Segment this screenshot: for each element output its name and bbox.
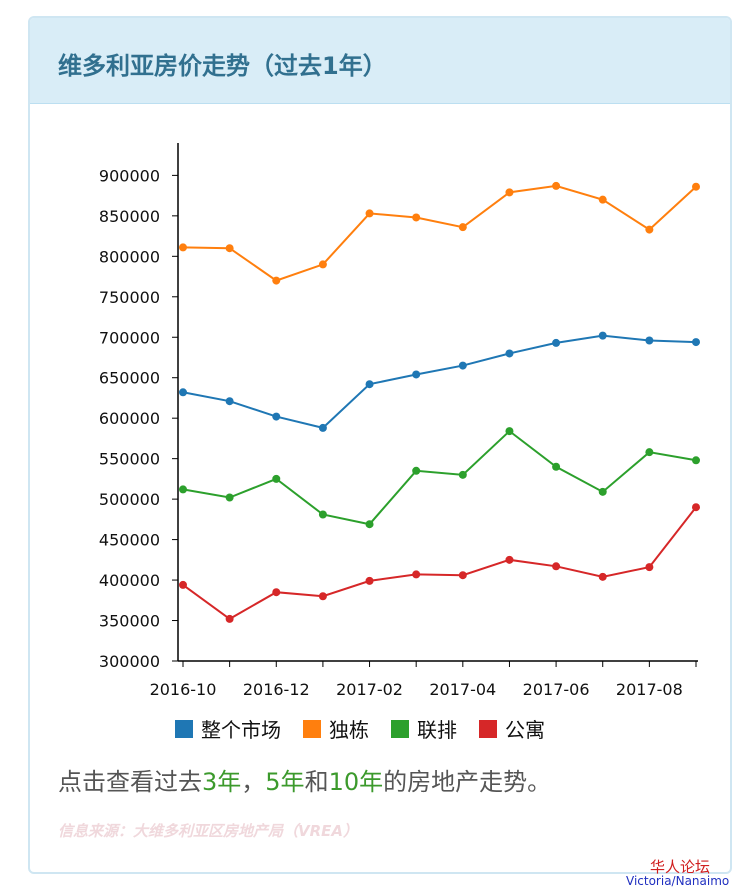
x-tick-label: 2017-04 xyxy=(429,680,496,699)
data-point xyxy=(412,213,421,222)
data-point xyxy=(598,195,607,204)
y-tick-label: 400000 xyxy=(99,571,160,590)
y-tick-label: 700000 xyxy=(99,328,160,347)
legend-swatch xyxy=(391,720,409,738)
y-tick-label: 800000 xyxy=(99,247,160,266)
data-point xyxy=(412,570,421,579)
data-point xyxy=(318,260,327,269)
y-tick-label: 450000 xyxy=(99,531,160,550)
data-point xyxy=(318,510,327,519)
data-point xyxy=(692,503,700,512)
data-point xyxy=(598,572,607,581)
series-line xyxy=(182,334,697,429)
source: 信息来源：大维多利亚区房地产局（VREA） xyxy=(58,822,359,840)
data-point xyxy=(552,562,561,571)
series-line xyxy=(182,184,697,282)
data-point xyxy=(645,448,654,457)
period-link[interactable]: 10年 xyxy=(328,768,384,796)
data-point xyxy=(225,397,234,406)
data-point xyxy=(318,423,327,432)
series-line xyxy=(182,429,697,526)
data-point xyxy=(505,427,514,436)
legend-swatch xyxy=(175,720,193,738)
data-point xyxy=(179,243,187,252)
legend-swatch xyxy=(303,720,321,738)
note-text: 的房地产走势。 xyxy=(383,768,552,796)
x-tick-label: 2016-12 xyxy=(243,680,310,699)
data-point xyxy=(179,485,187,494)
x-tick-label: 2017-02 xyxy=(336,680,403,699)
data-point xyxy=(552,181,561,190)
data-point xyxy=(412,466,421,475)
y-tick-label: 300000 xyxy=(99,652,160,671)
card-header: 维多利亚房价走势（过去1年） xyxy=(30,18,730,104)
period-link[interactable]: 5年 xyxy=(265,768,305,796)
data-point xyxy=(598,487,607,496)
data-point xyxy=(458,571,467,580)
legend-swatch xyxy=(479,720,497,738)
data-point xyxy=(412,370,421,379)
data-point xyxy=(598,331,607,340)
legend-label: 整个市场 xyxy=(201,718,281,742)
watermark: Victoria/Nanaimo xyxy=(626,874,730,888)
data-point xyxy=(552,462,561,471)
period-link[interactable]: 3年 xyxy=(202,768,242,796)
data-point xyxy=(692,338,700,347)
y-tick-label: 850000 xyxy=(99,207,160,226)
data-point xyxy=(272,412,281,421)
data-point xyxy=(505,349,514,358)
chart-title: 维多利亚房价走势（过去1年） xyxy=(58,52,387,80)
y-tick-label: 900000 xyxy=(99,166,160,185)
data-point xyxy=(365,380,374,389)
note-text: 点击查看过去 xyxy=(58,768,202,796)
data-point xyxy=(225,493,234,502)
data-point xyxy=(505,555,514,564)
y-tick-label: 750000 xyxy=(99,288,160,307)
x-tick-label: 2017-06 xyxy=(523,680,590,699)
data-point xyxy=(179,580,187,589)
data-point xyxy=(505,188,514,197)
data-point xyxy=(225,244,234,253)
data-point xyxy=(458,223,467,232)
legend-label: 公寓 xyxy=(505,718,545,742)
data-point xyxy=(318,592,327,601)
data-point xyxy=(272,474,281,483)
watermark: 华人论坛 xyxy=(650,858,711,876)
y-tick-label: 350000 xyxy=(99,612,160,631)
card: 维多利亚房价走势（过去1年） xyxy=(28,16,732,874)
data-point xyxy=(645,563,654,572)
data-point xyxy=(645,336,654,345)
footer-note: 点击查看过去3年，5年和10年的房地产走势。 xyxy=(58,762,551,797)
data-point xyxy=(179,388,187,397)
data-point xyxy=(365,520,374,529)
data-point xyxy=(458,470,467,479)
data-point xyxy=(225,614,234,623)
data-point xyxy=(458,361,467,370)
note-text: ， xyxy=(241,768,266,796)
x-tick-label: 2017-08 xyxy=(616,680,683,699)
data-point xyxy=(365,576,374,585)
y-tick-label: 500000 xyxy=(99,490,160,509)
data-point xyxy=(552,338,561,347)
data-point xyxy=(645,225,654,234)
legend-label: 独栋 xyxy=(329,718,369,742)
y-tick-label: 650000 xyxy=(99,369,160,388)
data-point xyxy=(272,588,281,597)
y-tick-label: 600000 xyxy=(99,409,160,428)
legend-label: 联排 xyxy=(417,718,457,742)
series-line xyxy=(182,506,697,621)
note-text: 和 xyxy=(304,768,329,796)
data-point xyxy=(365,209,374,218)
data-point xyxy=(692,456,700,465)
x-tick-label: 2016-10 xyxy=(150,680,217,699)
y-tick-label: 550000 xyxy=(99,450,160,469)
chart: 300000 350000 400000 450000 500000 550000 6000… xyxy=(99,143,700,742)
data-point xyxy=(692,182,700,191)
data-point xyxy=(272,276,281,285)
